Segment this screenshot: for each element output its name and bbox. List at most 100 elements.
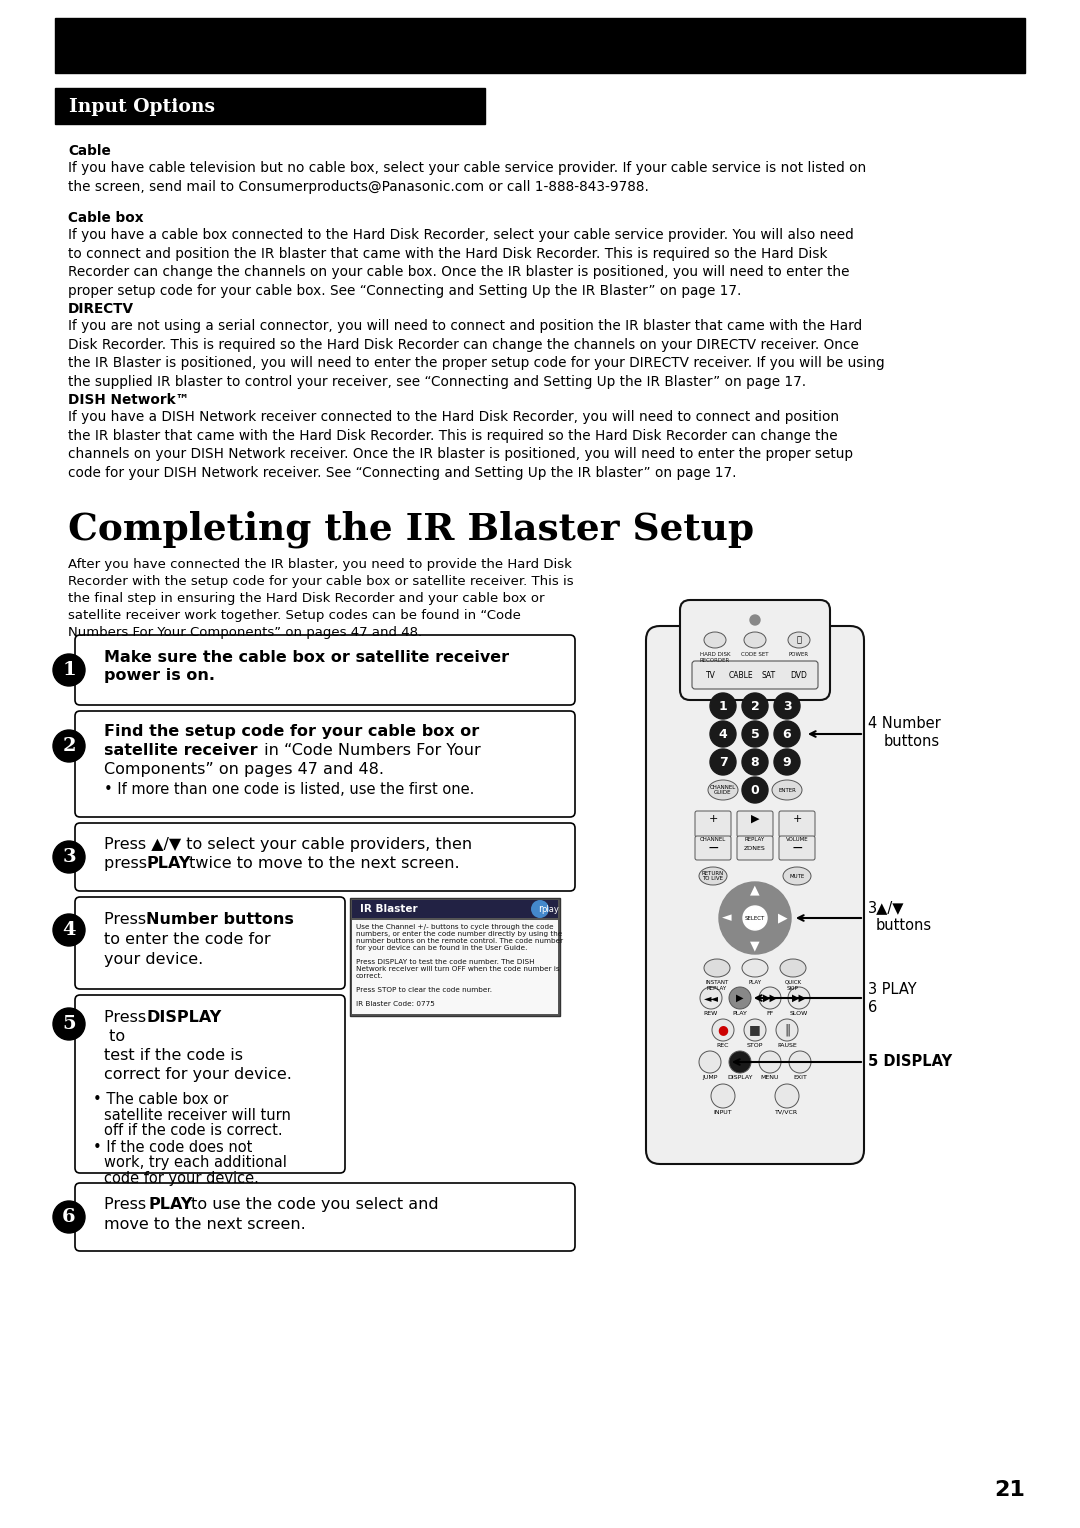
Text: Components” on pages 47 and 48.: Components” on pages 47 and 48. [104,762,384,778]
Text: 4 Number: 4 Number [868,717,941,732]
Text: If you have a DISH Network receiver connected to the Hard Disk Recorder, you wil: If you have a DISH Network receiver conn… [68,410,853,480]
Ellipse shape [783,866,811,885]
Text: ▼: ▼ [751,940,760,952]
Text: ■: ■ [750,1024,761,1036]
FancyBboxPatch shape [737,836,773,860]
Text: Press: Press [104,912,151,927]
Bar [352,920,558,1015]
Text: POWER: POWER [788,652,809,657]
Text: CABLE: CABLE [729,671,754,680]
Text: EXIT: EXIT [793,1076,807,1080]
Text: CHANNEL
GUIDE: CHANNEL GUIDE [710,784,737,796]
Text: DISH Network™: DISH Network™ [68,393,189,406]
Text: If you are not using a serial connector, you will need to connect and position t: If you are not using a serial connector,… [68,319,885,388]
Text: • The cable box or: • The cable box or [93,1093,228,1106]
Circle shape [742,694,768,720]
Text: INPUT: INPUT [714,1109,732,1115]
Text: Cable: Cable [68,144,111,157]
Text: 5 DISPLAY: 5 DISPLAY [868,1054,953,1070]
Circle shape [699,1051,721,1073]
FancyBboxPatch shape [779,836,815,860]
Text: PLAY: PLAY [148,1196,192,1212]
Bar [55,18,1025,73]
Text: 9: 9 [783,755,792,769]
Text: STOP: STOP [746,1044,764,1048]
Text: REPLAY: REPLAY [745,837,765,842]
Text: ▶: ▶ [737,993,744,1002]
Text: Use the Channel +/- buttons to cycle through the code: Use the Channel +/- buttons to cycle thr… [356,924,554,931]
Text: MUTE: MUTE [789,874,805,879]
Ellipse shape [704,633,726,648]
Bar [350,898,561,1016]
Ellipse shape [788,633,810,648]
Text: r: r [538,905,542,914]
Circle shape [788,987,810,1008]
Text: 4: 4 [63,921,76,940]
Text: code for your device.: code for your device. [104,1170,259,1186]
Text: RETURN
TO LIVE: RETURN TO LIVE [702,871,724,882]
Text: ▶▶: ▶▶ [762,993,778,1002]
FancyBboxPatch shape [779,811,815,837]
Text: TV/VCR: TV/VCR [775,1109,798,1115]
Text: REW: REW [704,1012,718,1016]
Text: twice to move to the next screen.: twice to move to the next screen. [184,856,460,871]
Circle shape [774,694,800,720]
Text: DIRECTV: DIRECTV [68,303,134,316]
Text: IR Blaster: IR Blaster [360,905,418,914]
FancyBboxPatch shape [75,897,345,989]
Text: ZONES: ZONES [744,845,766,851]
Text: If you have cable television but no cable box, select your cable service provide: If you have cable television but no cabl… [68,160,866,194]
Text: your device.: your device. [104,952,203,967]
Circle shape [729,1051,751,1073]
Text: • If the code does not: • If the code does not [93,1140,253,1155]
Circle shape [710,694,735,720]
FancyBboxPatch shape [75,636,575,704]
Text: numbers, or enter the code number directly by using the: numbers, or enter the code number direct… [356,931,563,937]
Text: SLOW: SLOW [789,1012,808,1016]
Text: If you have a cable box connected to the Hard Disk Recorder, select your cable s: If you have a cable box connected to the… [68,228,854,298]
FancyBboxPatch shape [680,601,831,700]
Text: After you have connected the IR blaster, you need to provide the Hard Disk
Recor: After you have connected the IR blaster,… [68,558,573,639]
Text: Number buttons: Number buttons [146,912,294,927]
Text: 2: 2 [751,700,759,712]
Text: ◄◄: ◄◄ [703,993,718,1002]
Text: ◄: ◄ [723,912,732,924]
Text: Make sure the cable box or satellite receiver: Make sure the cable box or satellite rec… [104,649,509,665]
Text: 1: 1 [63,662,76,678]
Text: DISPLAY: DISPLAY [146,1010,221,1025]
Circle shape [710,721,735,747]
Text: SELECT: SELECT [745,915,765,920]
Circle shape [710,749,735,775]
Circle shape [742,778,768,804]
Text: Press: Press [104,1196,151,1212]
Text: 8: 8 [751,755,759,769]
Text: PAUSE: PAUSE [778,1044,797,1048]
Text: ‖: ‖ [784,1024,791,1036]
Text: move to the next screen.: move to the next screen. [104,1216,306,1232]
Text: 0: 0 [751,784,759,796]
FancyBboxPatch shape [696,836,731,860]
Ellipse shape [699,866,727,885]
Text: Input Options: Input Options [69,98,215,116]
Text: satellite receiver: satellite receiver [104,743,258,758]
Text: HARD DISK
RECORDER: HARD DISK RECORDER [700,652,730,663]
Text: 3: 3 [63,848,76,866]
Text: off if the code is correct.: off if the code is correct. [104,1123,283,1138]
Circle shape [789,1051,811,1073]
FancyBboxPatch shape [737,811,773,837]
Text: 21: 21 [995,1481,1025,1500]
Text: buttons: buttons [885,735,940,750]
FancyBboxPatch shape [75,1183,575,1251]
Text: DISPLAY: DISPLAY [727,1076,753,1080]
Ellipse shape [708,779,738,801]
Circle shape [774,721,800,747]
Text: correct.: correct. [356,973,383,979]
Text: +: + [793,814,801,824]
Text: PLAY: PLAY [732,1012,747,1016]
Circle shape [777,1019,798,1041]
Circle shape [719,882,791,953]
Text: 5: 5 [63,1015,76,1033]
Text: ▲: ▲ [751,883,760,897]
Text: Completing the IR Blaster Setup: Completing the IR Blaster Setup [68,510,754,547]
Text: ENTER: ENTER [778,787,796,793]
